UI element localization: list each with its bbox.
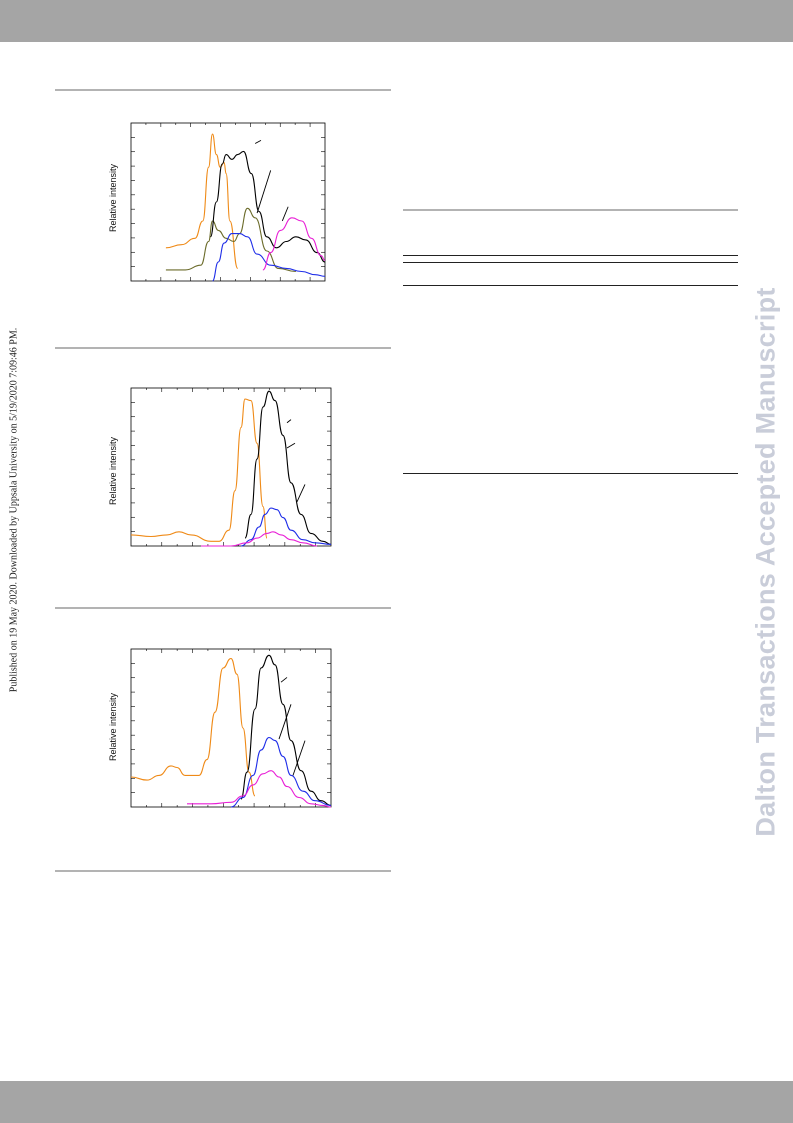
annotation-leader <box>286 419 292 424</box>
series-line-olive <box>165 207 296 273</box>
annotation-leader <box>286 442 296 449</box>
series-line-black <box>240 654 332 806</box>
series-line-black <box>244 390 332 545</box>
series-line-blue <box>230 736 332 808</box>
figure-rule <box>55 347 391 349</box>
series-line-orange <box>130 398 268 542</box>
annotation-leader <box>292 740 306 776</box>
table-rule <box>403 209 738 211</box>
annotation-leader <box>281 206 289 222</box>
plot-frame <box>130 122 326 282</box>
annotation-leader <box>278 704 292 740</box>
y-axis-label: Relative intensity <box>108 163 118 232</box>
figure-rule <box>55 607 391 609</box>
series-line-orange <box>130 657 256 797</box>
table-rule <box>403 473 738 474</box>
header-bar <box>0 0 793 42</box>
table-rule <box>403 255 738 256</box>
series-line-magenta <box>186 770 332 808</box>
table-rule <box>403 262 738 263</box>
y-axis-label: Relative intensity <box>108 692 118 761</box>
series-line-orange <box>165 133 239 269</box>
annotation-leader <box>256 170 272 214</box>
figure-rule <box>55 89 391 91</box>
annotation-leader <box>296 484 306 502</box>
series-line-blue <box>211 233 326 282</box>
annotation-leader <box>254 139 262 144</box>
series-line-magenta <box>262 217 326 271</box>
series-line-blue <box>240 507 332 547</box>
spectrum-chart-3: Relative intensity <box>108 648 332 808</box>
plot-frame <box>130 648 332 808</box>
figure-rule <box>55 870 391 872</box>
y-axis-label: Relative intensity <box>108 436 118 505</box>
spectrum-chart-1: Relative intensity <box>108 122 326 282</box>
annotation-leader <box>280 677 288 683</box>
spectrum-chart-2: Relative intensity <box>108 387 332 547</box>
footer-bar <box>0 1081 793 1123</box>
table-rule <box>403 285 738 286</box>
series-line-black <box>209 150 326 263</box>
series-line-magenta <box>201 531 318 547</box>
